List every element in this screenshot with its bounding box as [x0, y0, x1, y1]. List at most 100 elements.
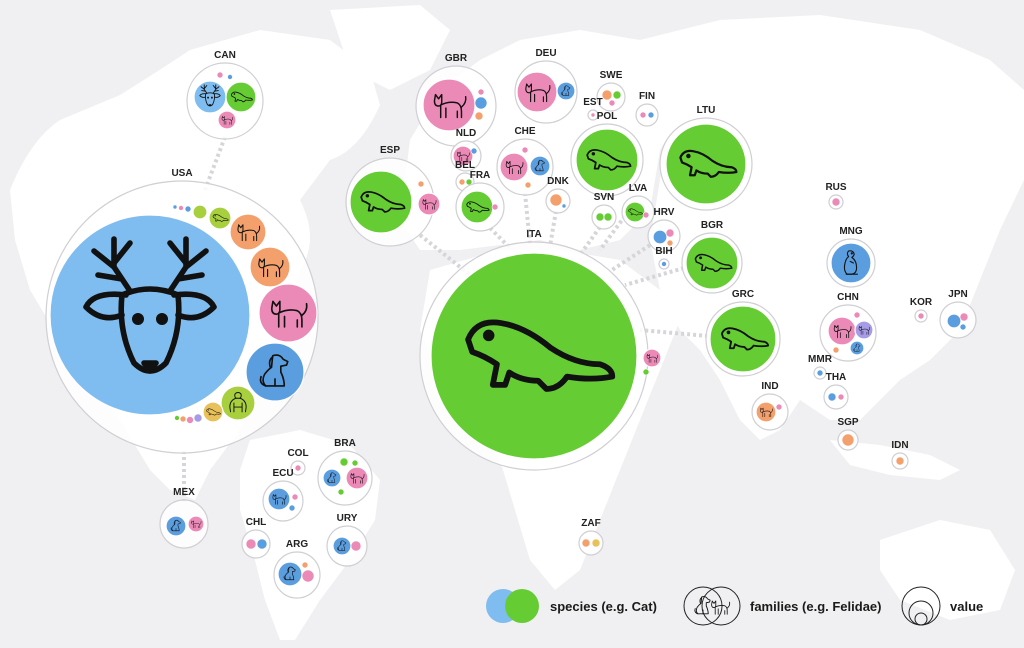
species-bubble-mex-1[interactable] — [187, 515, 205, 533]
species-bubble-hrv-0[interactable] — [652, 229, 668, 245]
species-bubble-svn-1[interactable] — [603, 212, 613, 222]
species-bubble-hrv-2[interactable] — [666, 239, 674, 247]
species-bubble-can-4[interactable] — [227, 74, 233, 80]
species-bubble-bra-1[interactable] — [322, 468, 342, 488]
species-bubble-usa-0[interactable] — [49, 214, 251, 416]
species-bubble-usa-15[interactable] — [172, 204, 178, 210]
species-bubble-tha-0[interactable] — [827, 392, 837, 402]
country-bubble-fin[interactable] — [635, 103, 659, 127]
species-bubble-chl-1[interactable] — [256, 538, 268, 550]
species-bubble-chn-4[interactable] — [832, 346, 840, 354]
species-bubble-usa-3[interactable] — [249, 246, 291, 288]
species-bubble-ecu-2[interactable] — [288, 504, 296, 512]
species-bubble-che-3[interactable] — [524, 181, 532, 189]
species-bubble-usa-13[interactable] — [184, 205, 192, 213]
species-bubble-esp-1[interactable] — [417, 192, 441, 216]
species-bubble-bel-0[interactable] — [458, 178, 466, 186]
species-bubble-usa-8[interactable] — [192, 204, 208, 220]
species-bubble-ecu-0[interactable] — [267, 487, 291, 511]
species-bubble-kor-0[interactable] — [917, 312, 925, 320]
species-bubble-bra-2[interactable] — [339, 457, 349, 467]
species-bubble-chn-1[interactable] — [854, 320, 874, 340]
species-bubble-fin-1[interactable] — [647, 111, 655, 119]
species-bubble-esp-2[interactable] — [417, 180, 425, 188]
species-bubble-swe-2[interactable] — [608, 99, 616, 107]
species-bubble-usa-10[interactable] — [186, 416, 194, 424]
species-bubble-arg-2[interactable] — [301, 561, 309, 569]
species-bubble-usa-2[interactable] — [258, 283, 318, 343]
species-bubble-dnk-0[interactable] — [549, 193, 563, 207]
species-bubble-usa-11[interactable] — [179, 415, 187, 423]
country-bubble-zaf[interactable] — [578, 530, 604, 556]
species-bubble-mex-0[interactable] — [165, 515, 187, 537]
species-bubble-usa-4[interactable] — [229, 213, 267, 251]
species-bubble-ind-0[interactable] — [755, 401, 777, 423]
species-bubble-fra-1[interactable] — [491, 203, 499, 211]
species-bubble-jpn-0[interactable] — [946, 313, 962, 329]
species-bubble-nld-0[interactable] — [452, 145, 474, 167]
species-bubble-swe-1[interactable] — [612, 90, 622, 100]
species-bubble-pol-0[interactable] — [575, 128, 639, 192]
species-bubble-dnk-1[interactable] — [561, 203, 567, 209]
species-bubble-fin-0[interactable] — [639, 111, 647, 119]
species-bubble-ecu-1[interactable] — [291, 493, 299, 501]
species-bubble-ury-1[interactable] — [350, 540, 362, 552]
species-bubble-hrv-1[interactable] — [665, 228, 675, 238]
species-bubble-mng-0[interactable] — [830, 242, 872, 284]
species-bubble-gbr-2[interactable] — [474, 111, 484, 121]
species-bubble-mmr-0[interactable] — [816, 369, 824, 377]
species-bubble-bgr-0[interactable] — [685, 236, 739, 290]
species-bubble-chn-3[interactable] — [853, 311, 861, 319]
species-bubble-can-1[interactable] — [225, 81, 257, 113]
species-bubble-gbr-3[interactable] — [477, 88, 485, 96]
species-bubble-idn-0[interactable] — [895, 456, 905, 466]
species-bubble-jpn-2[interactable] — [959, 323, 967, 331]
species-bubble-est-0[interactable] — [590, 112, 596, 118]
species-bubble-chl-0[interactable] — [245, 538, 257, 550]
species-bubble-can-2[interactable] — [217, 110, 237, 130]
species-bubble-ita-2[interactable] — [642, 368, 650, 376]
species-bubble-deu-1[interactable] — [556, 81, 576, 101]
country-bubble-bra[interactable] — [317, 450, 373, 506]
species-bubble-tha-1[interactable] — [837, 393, 845, 401]
species-bubble-sgp-0[interactable] — [841, 433, 855, 447]
species-bubble-chn-2[interactable] — [849, 340, 865, 356]
species-bubble-usa-5[interactable] — [220, 385, 256, 421]
species-bubble-zaf-1[interactable] — [591, 538, 601, 548]
species-bubble-gbr-0[interactable] — [422, 78, 476, 132]
species-bubble-chn-0[interactable] — [827, 316, 857, 346]
species-bubble-swe-0[interactable] — [601, 89, 613, 101]
species-bubble-can-3[interactable] — [216, 71, 224, 79]
species-bubble-ury-0[interactable] — [332, 536, 352, 556]
species-bubble-usa-14[interactable] — [178, 205, 184, 211]
species-bubble-usa-9[interactable] — [193, 413, 203, 423]
species-bubble-bih-0[interactable] — [661, 261, 667, 267]
species-bubble-che-2[interactable] — [521, 146, 529, 154]
species-bubble-esp-0[interactable] — [349, 170, 413, 234]
species-bubble-che-1[interactable] — [529, 155, 551, 177]
species-bubble-bra-4[interactable] — [351, 459, 359, 467]
species-bubble-bra-3[interactable] — [337, 488, 345, 496]
species-bubble-rus-0[interactable] — [831, 197, 841, 207]
species-bubble-can-0[interactable] — [193, 80, 227, 114]
species-bubble-fra-0[interactable] — [460, 190, 494, 224]
species-bubble-ltu-0[interactable] — [665, 123, 747, 205]
species-bubble-lva-1[interactable] — [642, 211, 650, 219]
species-bubble-che-0[interactable] — [499, 152, 529, 182]
species-bubble-col-0[interactable] — [294, 464, 302, 472]
species-bubble-usa-1[interactable] — [245, 342, 305, 402]
species-bubble-gbr-1[interactable] — [474, 96, 488, 110]
species-bubble-jpn-1[interactable] — [959, 312, 969, 322]
species-bubble-usa-12[interactable] — [174, 415, 180, 421]
species-bubble-nld-1[interactable] — [470, 147, 478, 155]
species-bubble-grc-0[interactable] — [709, 305, 777, 373]
species-bubble-bra-0[interactable] — [345, 466, 369, 490]
species-bubble-usa-7[interactable] — [202, 401, 224, 423]
species-bubble-lva-0[interactable] — [624, 201, 646, 223]
species-bubble-ita-0[interactable] — [430, 252, 638, 460]
species-bubble-zaf-0[interactable] — [581, 538, 591, 548]
species-bubble-svn-0[interactable] — [595, 212, 605, 222]
species-bubble-ind-1[interactable] — [775, 403, 783, 411]
species-bubble-usa-6[interactable] — [208, 206, 232, 230]
species-bubble-deu-0[interactable] — [516, 71, 558, 113]
